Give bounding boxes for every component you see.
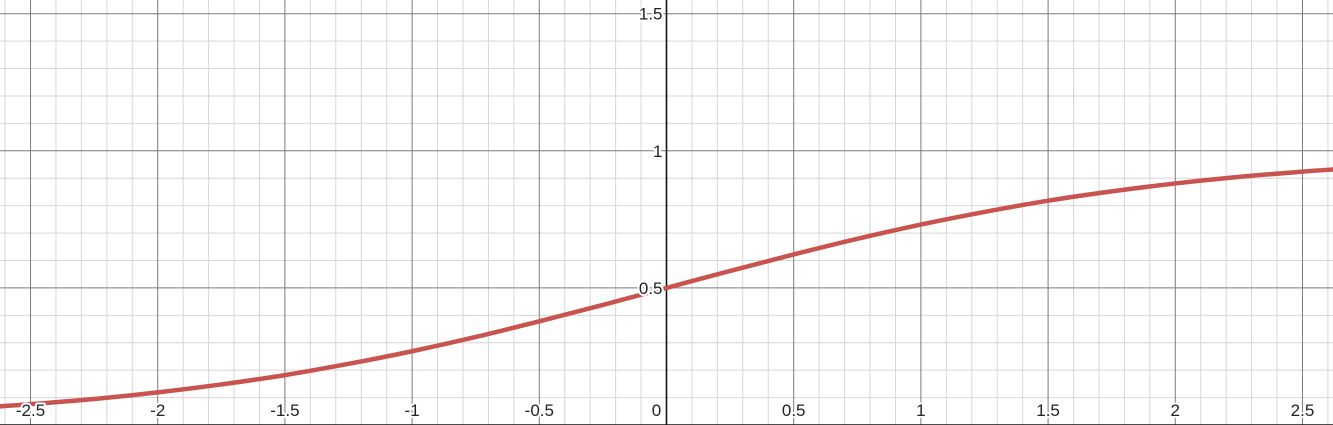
x-tick-labels: -2.5 -2 -1.5 -1 -0.5 0 0.5 1 1.5 2 2.5 — [14, 399, 1316, 422]
x-tick-label: 2.5 — [1291, 401, 1315, 420]
x-tick-label: 0.5 — [782, 401, 806, 420]
y-tick-label: 1 — [653, 142, 662, 161]
curves — [0, 167, 1333, 409]
x-tick-label: 2 — [1171, 401, 1180, 420]
x-tick-label: 1 — [916, 401, 925, 420]
x-tick-label: -1.5 — [270, 401, 299, 420]
x-tick-label: 0 — [652, 401, 661, 420]
y-tick-label: 1.5 — [639, 5, 663, 24]
x-tick-label: 1.5 — [1036, 401, 1060, 420]
y-tick-labels: 0.5 1 1.5 — [637, 3, 665, 300]
x-tick-label: -2.5 — [16, 401, 45, 420]
y-tick-label: 0.5 — [639, 279, 663, 298]
x-tick-label: -1 — [405, 401, 420, 420]
x-tick-label: -0.5 — [525, 401, 554, 420]
x-tick-label: -2 — [150, 401, 165, 420]
series-line — [0, 167, 1333, 409]
